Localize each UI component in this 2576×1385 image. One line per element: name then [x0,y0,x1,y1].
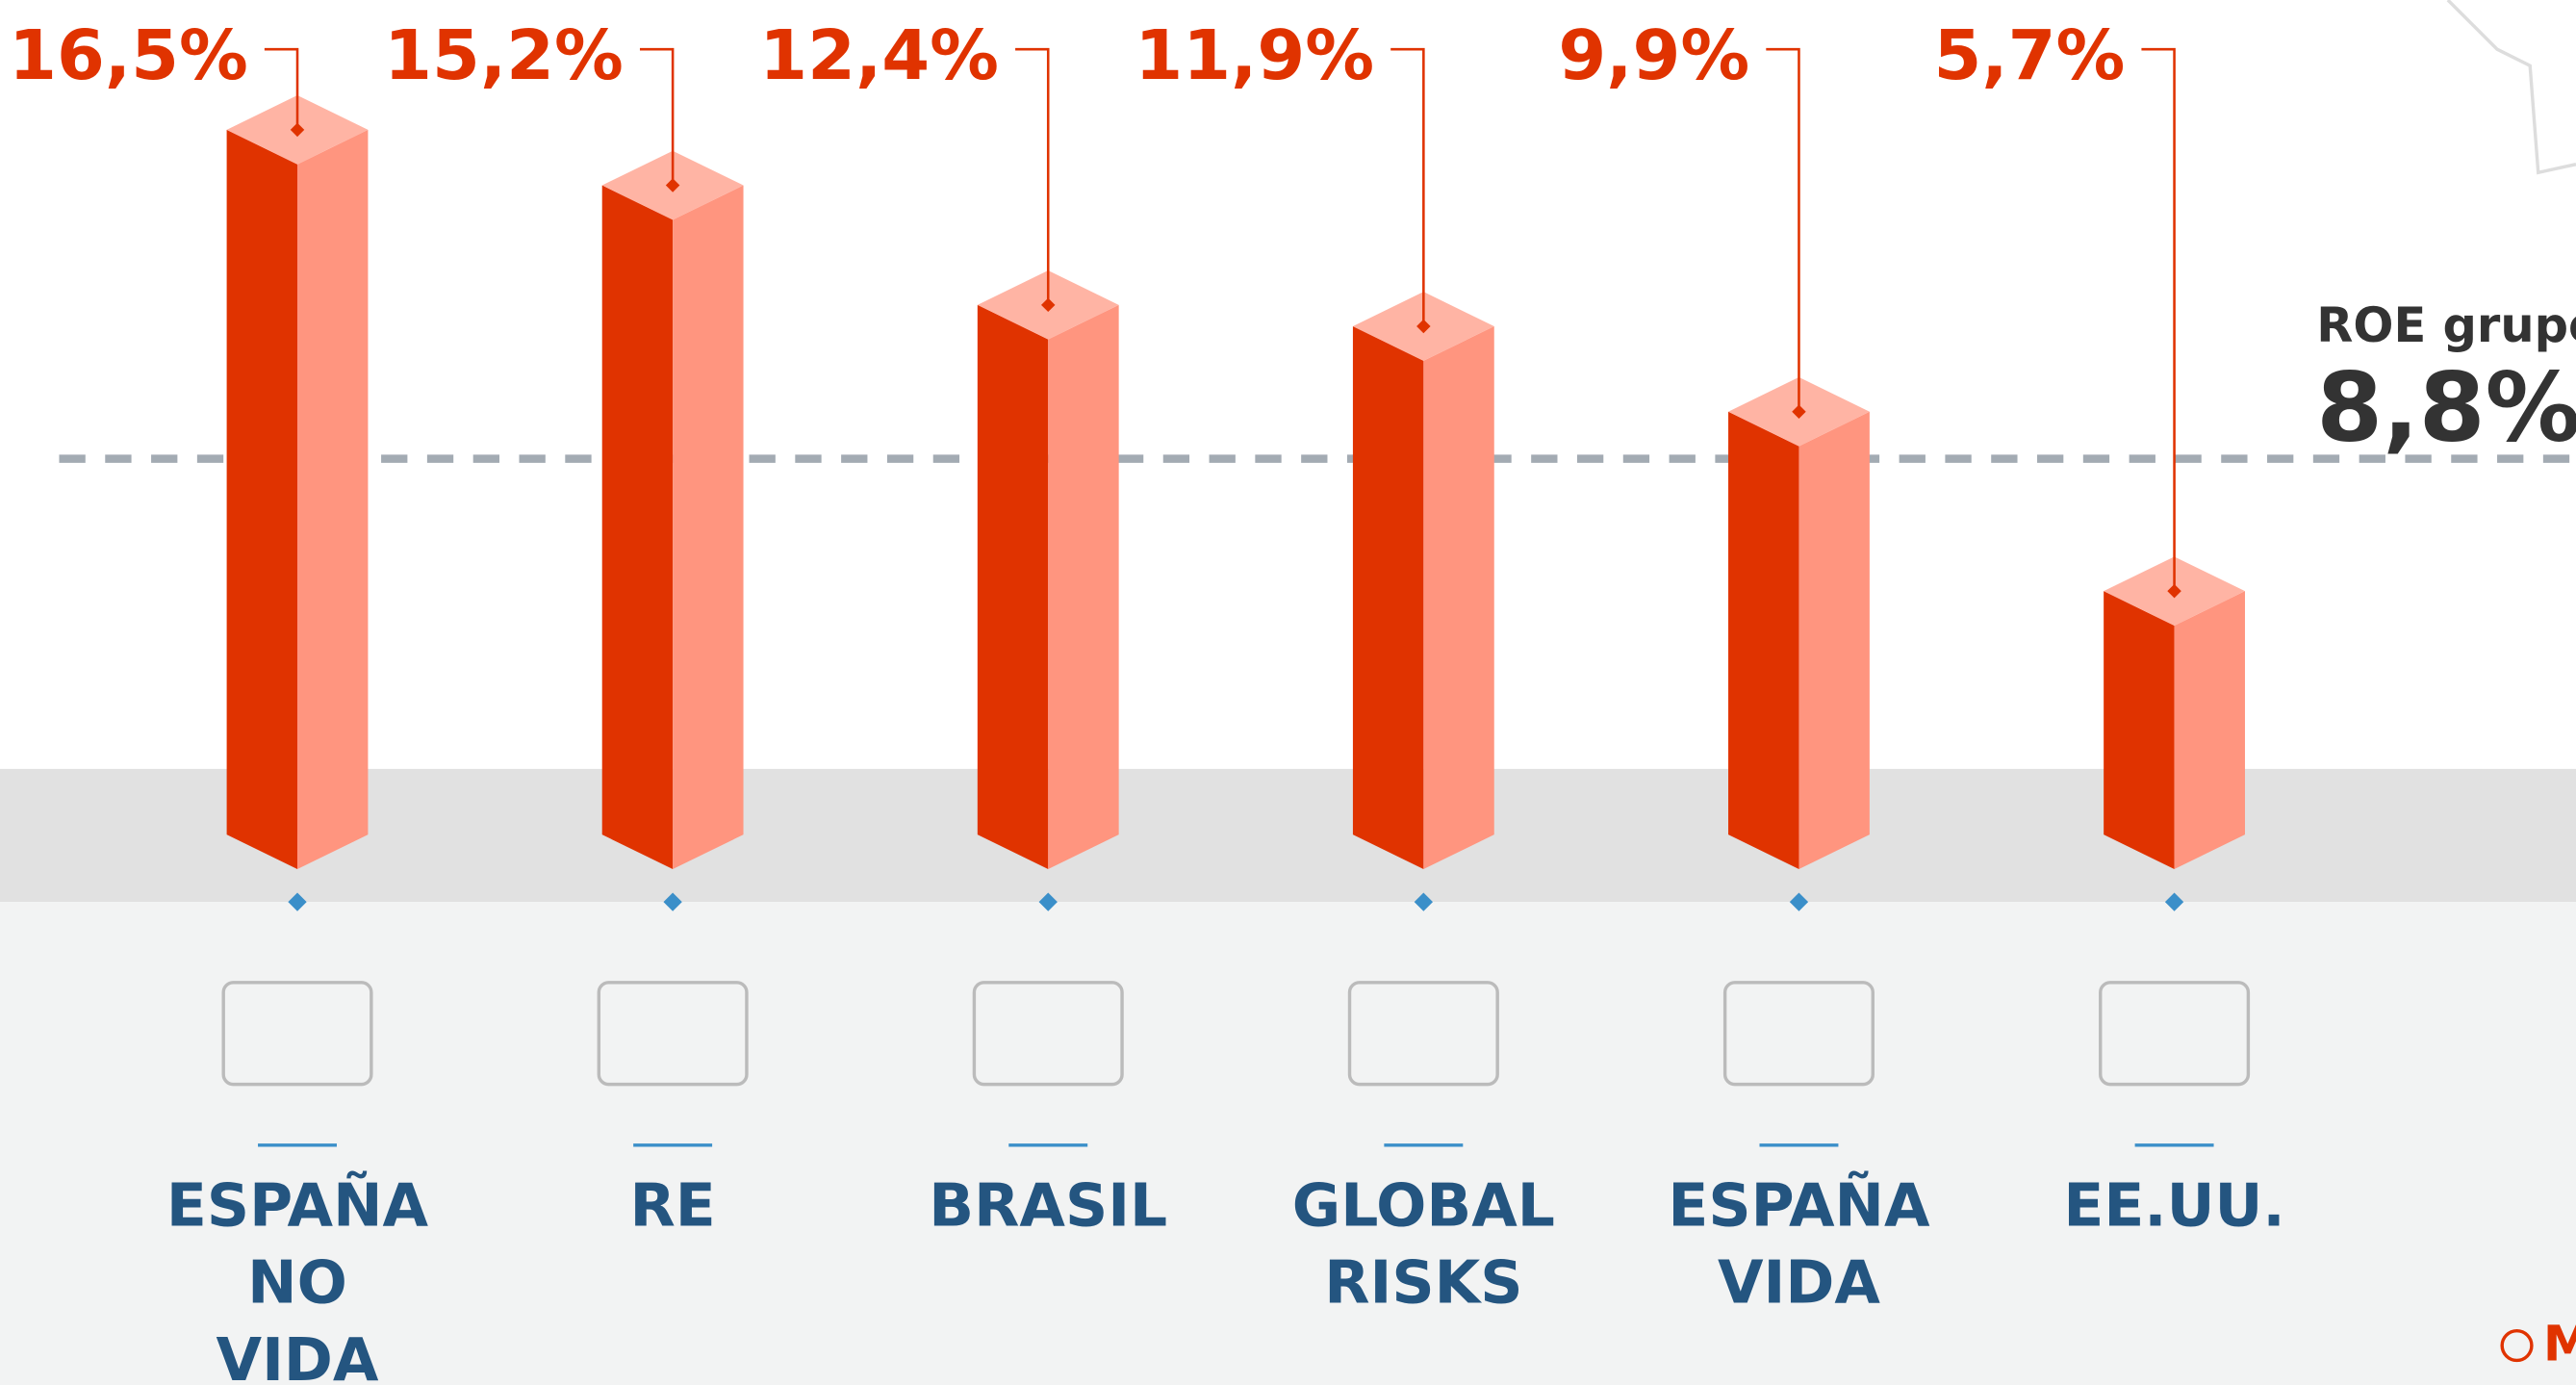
leader-line [1015,47,1050,305]
bar-side [2174,591,2245,870]
icon [2099,981,2251,1087]
leader-line [264,47,299,130]
leader-line [1390,47,1425,327]
value-label: 11,9% [1135,14,1374,95]
base-dot [663,892,682,911]
leader-line [639,47,675,186]
bar-front [2104,591,2175,870]
category-word: RISKS [1324,1249,1522,1318]
bar-front [1352,326,1424,870]
category-label: ESPAÑA VIDA [1668,1169,1930,1317]
category-word: RE [629,1171,715,1240]
leader-line [1766,47,1800,412]
category-word: ESPAÑA [166,1169,429,1240]
bar [977,269,1119,870]
category-word: BRASIL [929,1171,1167,1240]
bar-side [673,185,744,870]
bar [226,95,369,870]
value-label: 9,9% [1558,14,1749,95]
value-label: 12,4% [759,14,999,95]
category-word: VIDA [217,1326,379,1385]
category-word: NO [247,1249,347,1318]
category-label: ESPAÑA NO VIDA [166,1169,429,1385]
category-label: EE.UU. [2063,1171,2284,1240]
category-word: VIDA [1718,1249,1880,1318]
bar-front [226,129,298,870]
category-label: BRASIL [929,1171,1167,1240]
reference-label: 8,8% [2316,352,2576,463]
base-dot [288,892,307,911]
base-dot [1414,892,1434,911]
value-label: 15,2% [384,14,624,95]
bar [1728,376,1870,870]
category-word: GLOBAL [1292,1171,1555,1240]
bar-side [1048,304,1119,870]
icon [972,981,1124,1087]
icon [1347,981,1499,1087]
logo: M [2543,1315,2576,1372]
bar-side [1798,411,1870,870]
map-outline [2446,0,2576,175]
bar-side [297,129,369,870]
leader-line [2141,47,2176,592]
icon [1722,981,1875,1087]
category-word: EE.UU. [2063,1171,2284,1240]
bar-front [601,185,674,870]
bar-front [1728,411,1799,870]
icon [597,981,749,1087]
bar [1352,292,1494,870]
category-word: ESPAÑA [1668,1169,1930,1240]
icon [221,981,373,1087]
category-label: RE [629,1171,715,1240]
value-label: 5,7% [1934,14,2126,95]
category-label: GLOBAL RISKS [1292,1171,1555,1317]
value-label: 16,5% [9,14,248,95]
bar [601,150,744,870]
bar-side [1423,326,1494,870]
logo-icon [2500,1328,2534,1363]
bar-front [977,304,1049,870]
base-dot [1038,892,1058,911]
reference-name: ROE grupo [2316,297,2576,353]
bar [2104,556,2245,870]
